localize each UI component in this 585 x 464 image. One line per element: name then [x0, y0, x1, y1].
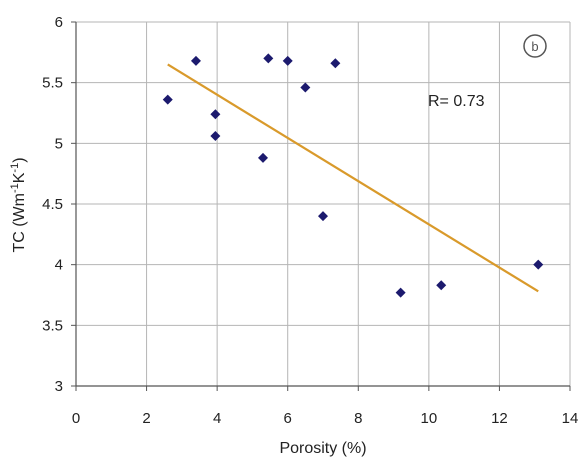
y-tick-label: 3	[55, 378, 63, 395]
panel-badge: b	[523, 34, 547, 58]
y-tick-label: 5.5	[42, 75, 63, 92]
y-tick-label: 4.5	[42, 196, 63, 213]
data-point	[210, 109, 221, 120]
data-point	[330, 58, 341, 69]
data-point	[162, 94, 173, 105]
x-tick-label: 12	[491, 410, 508, 427]
y-tick-label: 6	[55, 14, 63, 31]
trendline	[167, 63, 539, 293]
data-point	[258, 152, 269, 163]
x-axis-title: Porosity (%)	[279, 440, 366, 457]
panel-badge-circle	[523, 34, 547, 58]
data-point	[300, 82, 311, 93]
data-point	[190, 55, 201, 66]
x-tick-label: 4	[213, 410, 221, 427]
data-point	[436, 280, 447, 291]
x-tick-label: 14	[562, 410, 579, 427]
x-tick-label: 10	[421, 410, 438, 427]
x-tick-label: 2	[142, 410, 150, 427]
x-tick-label: 6	[284, 410, 292, 427]
correlation-annotation: R= 0.73	[428, 93, 485, 110]
data-points	[162, 53, 544, 298]
x-tick-label: 0	[72, 410, 80, 427]
data-point	[318, 211, 328, 222]
data-point	[263, 53, 274, 64]
y-axis-title: TC (Wm-1K-1)	[9, 157, 28, 252]
y-tick-label: 4	[55, 257, 63, 274]
y-tick-label: 5	[55, 135, 63, 152]
trendline-group	[167, 63, 539, 293]
data-point	[210, 131, 221, 142]
grid	[75, 21, 571, 387]
data-point	[533, 259, 544, 270]
x-tick-labels: 0 2 4 6 8 10 12 14	[72, 410, 579, 427]
axes	[71, 21, 571, 391]
data-point	[282, 55, 293, 66]
panel-badge-label: b	[531, 39, 538, 54]
x-tick-label: 8	[354, 410, 362, 427]
data-point	[395, 287, 406, 298]
y-tick-labels: 3 3.5 4 4.5 5 5.5 6	[42, 14, 63, 395]
y-tick-label: 3.5	[42, 317, 63, 334]
